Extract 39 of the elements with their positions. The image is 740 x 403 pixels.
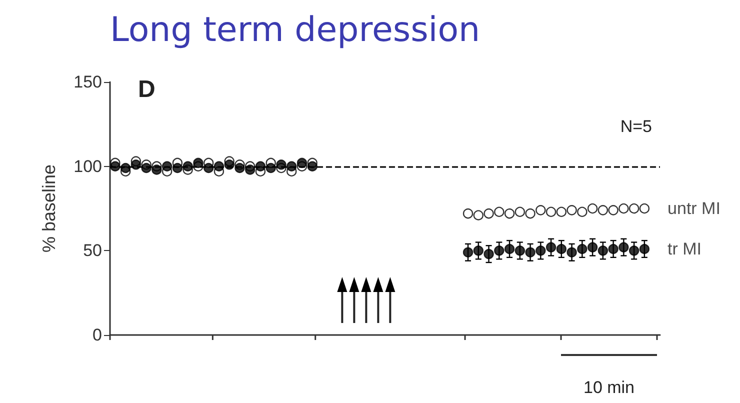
point	[193, 158, 204, 168]
point	[462, 208, 474, 219]
series-label: untr MI	[668, 199, 720, 218]
point	[598, 205, 608, 216]
point	[504, 208, 515, 219]
point	[618, 203, 629, 214]
point	[162, 161, 172, 172]
point	[639, 203, 650, 214]
point	[484, 208, 494, 219]
point	[525, 208, 536, 219]
point	[546, 206, 556, 217]
y-axis-title: % baseline	[39, 164, 59, 253]
point	[566, 205, 577, 216]
point	[628, 203, 640, 214]
point	[608, 205, 618, 216]
y-tick-label: 50	[83, 241, 102, 260]
point	[556, 206, 567, 217]
point	[473, 210, 484, 220]
point	[536, 205, 546, 216]
chart-title: Long term depression	[110, 10, 480, 50]
point	[245, 164, 256, 175]
y-tick-label: 150	[74, 72, 102, 92]
point	[494, 206, 504, 217]
text: 10 min	[583, 378, 635, 397]
annotation: N=5	[620, 117, 652, 136]
point	[224, 160, 234, 170]
point	[577, 206, 588, 217]
point	[296, 158, 308, 168]
series-label: tr MI	[668, 239, 702, 258]
point	[587, 203, 598, 214]
point	[504, 244, 515, 254]
point	[130, 160, 142, 170]
annotation: D	[138, 76, 156, 103]
y-tick-label: 0	[92, 326, 102, 344]
point	[286, 161, 297, 172]
point	[514, 206, 526, 217]
y-tick-label: 100	[74, 156, 102, 176]
point	[276, 160, 286, 170]
point	[152, 164, 162, 175]
